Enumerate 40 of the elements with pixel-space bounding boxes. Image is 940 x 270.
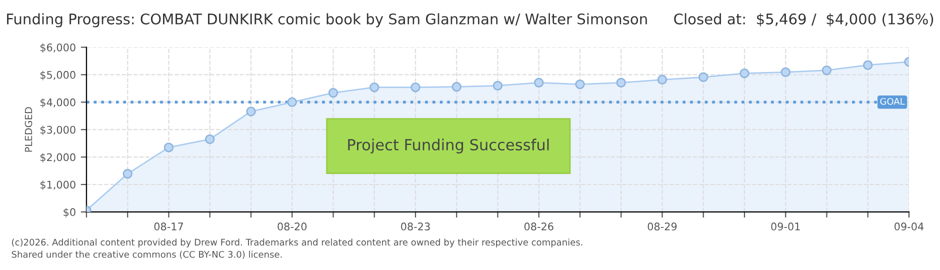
point — [369, 82, 380, 92]
chart-title: Funding Progress: COMBAT DUNKIRK comic book by Sam Glanzman w/ Walter Simonson — [7, 13, 647, 28]
y-tick-label: $1,000 — [40, 180, 76, 190]
point — [822, 65, 832, 76]
y-tick-label: $6,000 — [40, 43, 76, 53]
point — [452, 82, 462, 92]
x-tick-label: 09-04 — [894, 222, 924, 230]
point — [492, 80, 503, 91]
point — [780, 67, 790, 78]
y-tick-label: $0 — [64, 208, 76, 218]
y-axis-title: PLEDGED — [24, 107, 32, 152]
ref-line-label: GOAL — [880, 98, 905, 105]
point — [616, 78, 626, 88]
point — [575, 79, 585, 90]
point — [410, 82, 420, 92]
x-tick-label: 08-20 — [278, 222, 307, 230]
y-tick-label: $4,000 — [40, 98, 76, 108]
y-tick-label: $3,000 — [40, 126, 76, 136]
chart-subtitle: Closed at: $5,469 / $4,000 (136%) — [674, 13, 934, 26]
text: Shared under the creative commons (CC BY-NC 3.0) license. — [12, 250, 282, 259]
x-tick-label: 08-26 — [524, 222, 554, 230]
point — [657, 74, 668, 85]
point — [246, 106, 256, 116]
point — [287, 97, 297, 108]
point — [328, 88, 338, 98]
x-tick-label: 08-23 — [401, 222, 430, 230]
annotation: Project Funding Successful — [348, 138, 549, 154]
y-tick-label: $5,000 — [40, 70, 76, 80]
x-tick-label: 08-17 — [154, 222, 183, 230]
x-tick-label: 09-01 — [771, 222, 800, 230]
x-tick-label: 08-29 — [648, 222, 677, 230]
y-tick-label: $2,000 — [40, 153, 76, 163]
point — [740, 68, 750, 78]
point — [164, 142, 174, 152]
text: (c)2026. Additional content provided by Drew Ford. Trademarks and related content are owned by their respective companies. — [12, 238, 582, 248]
point — [698, 72, 708, 82]
point — [204, 134, 215, 144]
point — [122, 168, 132, 179]
point — [862, 60, 873, 70]
point — [534, 78, 544, 88]
